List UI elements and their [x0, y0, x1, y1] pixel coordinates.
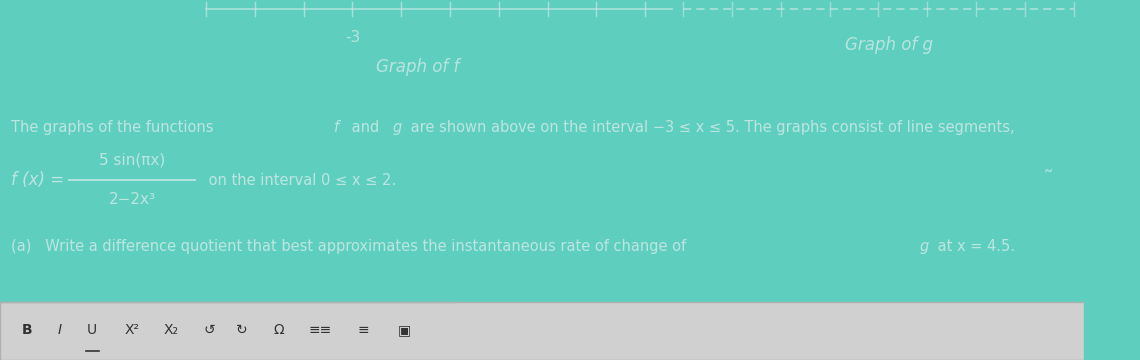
- Text: on the interval 0 ≤ x ≤ 2.: on the interval 0 ≤ x ≤ 2.: [204, 172, 396, 188]
- Text: g: g: [920, 239, 929, 254]
- Text: and: and: [347, 120, 384, 135]
- Text: Graph of f: Graph of f: [376, 58, 459, 76]
- Text: ≡: ≡: [358, 323, 369, 337]
- Text: g: g: [392, 120, 401, 135]
- Text: 2−2x³: 2−2x³: [108, 192, 156, 207]
- Text: Graph of g: Graph of g: [845, 36, 934, 54]
- Text: U: U: [87, 323, 97, 337]
- Text: ≡≡: ≡≡: [308, 323, 332, 337]
- Text: Ω: Ω: [274, 323, 284, 337]
- Text: ▣: ▣: [398, 323, 412, 337]
- Text: I: I: [58, 323, 62, 337]
- Text: -3: -3: [344, 30, 360, 45]
- Text: f (x) =: f (x) =: [11, 171, 64, 189]
- Text: ↺: ↺: [203, 323, 215, 337]
- Text: are shown above on the interval −3 ≤ x ≤ 5. The graphs consist of line segments,: are shown above on the interval −3 ≤ x ≤…: [406, 120, 1015, 135]
- Text: X²: X²: [124, 323, 140, 337]
- Text: 5 sin(πx): 5 sin(πx): [99, 153, 165, 168]
- Text: B: B: [22, 323, 32, 337]
- Text: (a)   Write a difference quotient that best approximates the instantaneous rate : (a) Write a difference quotient that bes…: [11, 239, 691, 254]
- FancyBboxPatch shape: [0, 302, 1084, 360]
- Text: ↻: ↻: [236, 323, 247, 337]
- Text: f: f: [334, 120, 339, 135]
- Text: ˜: ˜: [1043, 170, 1055, 190]
- Text: at x = 4.5.: at x = 4.5.: [933, 239, 1015, 254]
- Text: The graphs of the functions: The graphs of the functions: [11, 120, 218, 135]
- Text: X₂: X₂: [164, 323, 179, 337]
